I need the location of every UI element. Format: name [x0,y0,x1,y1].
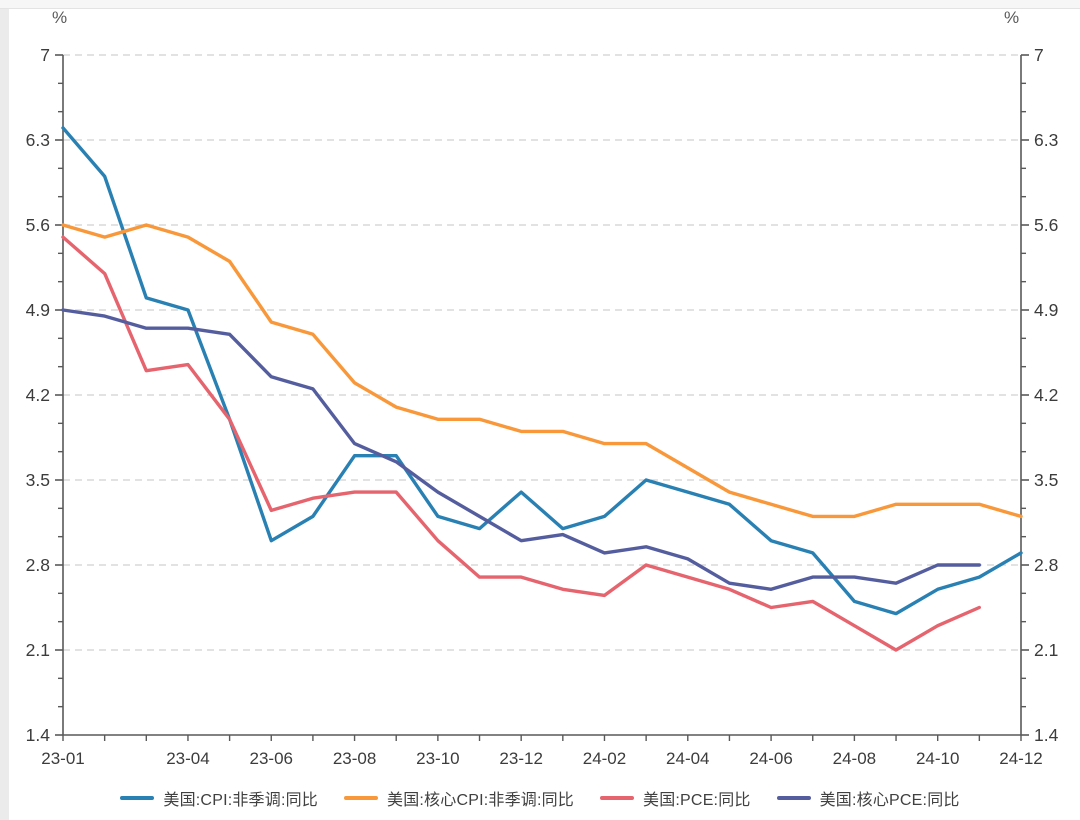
series-line [61,126,1023,616]
legend-item: 美国:核心CPI:非季调:同比 [344,786,574,810]
y-tick-label-right: 1.4 [1034,725,1059,745]
legend-swatch [776,796,811,800]
y-tick-label-left: 3.5 [26,470,50,490]
x-tick-label: 23-10 [416,749,459,768]
x-tick-label: 24-12 [999,749,1042,768]
x-tick-label: 23-08 [333,749,376,768]
legend-item: 美国:CPI:非季调:同比 [120,786,318,810]
y-tick-label-left: 2.1 [26,640,50,660]
x-tick-label: 24-08 [833,749,876,768]
y-tick-label-right: 4.9 [1034,300,1058,320]
x-tick-label: 24-02 [583,749,626,768]
y-tick-label-left: 1.4 [26,725,51,745]
y-tick-label-left: 5.6 [26,215,50,235]
legend-swatch [600,796,635,800]
y-tick-label-left: 6.3 [26,130,50,150]
legend-swatch [344,796,378,800]
x-tick-label: 24-06 [749,749,792,768]
y-tick-label-right: 6.3 [1034,130,1058,150]
y-tick-label-left: 7 [40,45,50,65]
y-tick-label-left: 2.8 [26,555,50,575]
x-tick-label: 24-10 [916,749,959,768]
y-tick-label-right: 4.2 [1034,385,1058,405]
y-axis-unit-left: % [52,8,68,27]
y-tick-label-left: 4.2 [26,385,50,405]
x-tick-label: 23-06 [250,749,293,768]
y-tick-label-right: 5.6 [1034,215,1058,235]
legend-label: 美国:CPI:非季调:同比 [163,792,318,809]
y-tick-label-right: 3.5 [1034,470,1058,490]
y-tick-label-left: 4.9 [26,300,50,320]
y-axis-unit-right: % [1004,8,1020,27]
series-line [61,308,981,591]
legend-item: 美国:PCE:同比 [600,786,751,810]
x-tick-label: 23-12 [499,749,542,768]
page-left-margin [0,0,9,820]
series-line [61,223,1023,519]
page-top-border [0,0,1080,9]
y-tick-label-right: 7 [1034,45,1044,65]
x-tick-label: 23-04 [166,749,209,768]
legend-label: 美国:核心PCE:同比 [819,792,960,809]
y-tick-label-right: 2.1 [1034,640,1058,660]
chart-legend: 美国:CPI:非季调:同比 美国:核心CPI:非季调:同比 美国:PCE:同比 美国:… [0,786,1080,810]
legend-item: 美国:核心PCE:同比 [776,786,960,810]
legend-label: 美国:PCE:同比 [643,792,751,809]
series-line [61,235,981,652]
y-tick-label-right: 2.8 [1034,555,1058,575]
legend-swatch [120,796,155,800]
x-tick-label: 24-04 [666,749,709,768]
legend-label: 美国:核心CPI:非季调:同比 [387,792,575,809]
x-tick-label: 23-01 [41,749,84,768]
